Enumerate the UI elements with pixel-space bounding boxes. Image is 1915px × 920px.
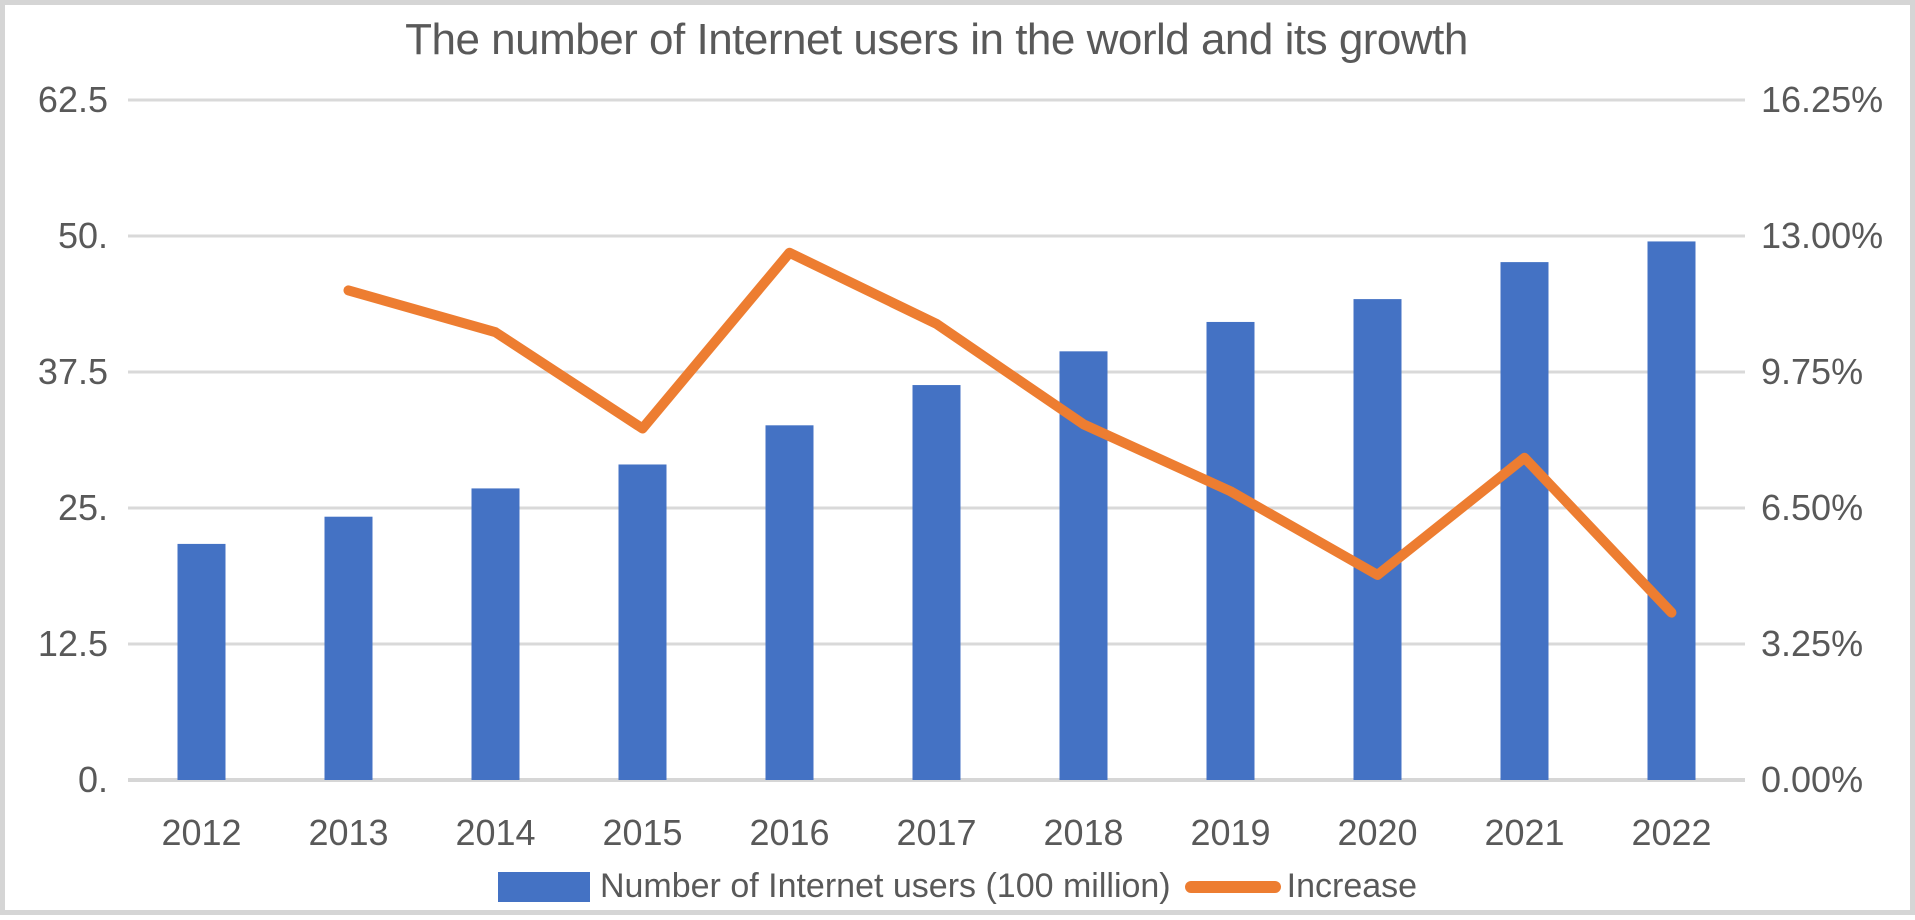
x-axis-label-2016: 2016 [749,812,829,853]
x-axis-label-2021: 2021 [1484,812,1564,853]
right-axis-tick-label: 13.00% [1761,215,1883,256]
x-axis-label-2014: 2014 [455,812,535,853]
bar-2017 [912,385,961,780]
x-axis-label-2018: 2018 [1043,812,1123,853]
right-axis-tick-label: 0.00% [1761,759,1863,800]
left-axis-tick-label: 0. [78,759,108,800]
legend-line-swatch [1184,880,1281,893]
bar-2022 [1647,241,1696,780]
legend-bar-swatch [497,871,590,902]
increase-line [343,247,1677,618]
chart-title: The number of Internet users in the worl… [405,15,1468,64]
x-axis-label-2019: 2019 [1190,812,1270,853]
bar-2020 [1353,299,1402,780]
x-axis-label-2015: 2015 [602,812,682,853]
right-axis-tick-label: 9.75% [1761,351,1863,392]
left-axis-tick-label: 62.5 [38,79,108,120]
bar-2016 [765,425,814,780]
bar-2014 [471,488,520,780]
x-axis-label-2022: 2022 [1631,812,1711,853]
legend-label-users: Number of Internet users (100 million) [599,867,1171,905]
x-axis-label-2020: 2020 [1337,812,1417,853]
x-axis-label-2012: 2012 [161,812,241,853]
left-axis-tick-label: 25. [58,487,108,528]
left-axis-tick-label: 37.5 [38,351,108,392]
combo-chart-plot: 62.5 16.25% 50. 13.00% 37.5 9.75% 25. 6.50% 12.5… [38,79,1883,853]
legend-item-increase: Increase [1171,867,1417,906]
x-axis-label-2017: 2017 [896,812,976,853]
bar-2015 [618,464,667,780]
bar-2012 [177,543,226,780]
legend-item-users: Number of Internet users (100 million) [497,867,1171,906]
right-axis-tick-label: 3.25% [1761,623,1863,664]
bar-2013 [324,516,373,780]
chart-legend: Number of Internet users (100 million) I… [5,867,1910,906]
bar-2021 [1500,262,1549,780]
right-axis-tick-label: 16.25% [1761,79,1883,120]
left-axis-tick-label: 12.5 [38,623,108,664]
right-axis-tick-label: 6.50% [1761,487,1863,528]
legend-label-increase: Increase [1286,867,1418,905]
left-axis-tick-label: 50. [58,215,108,256]
x-axis-label-2013: 2013 [308,812,388,853]
bar-2019 [1206,321,1255,780]
